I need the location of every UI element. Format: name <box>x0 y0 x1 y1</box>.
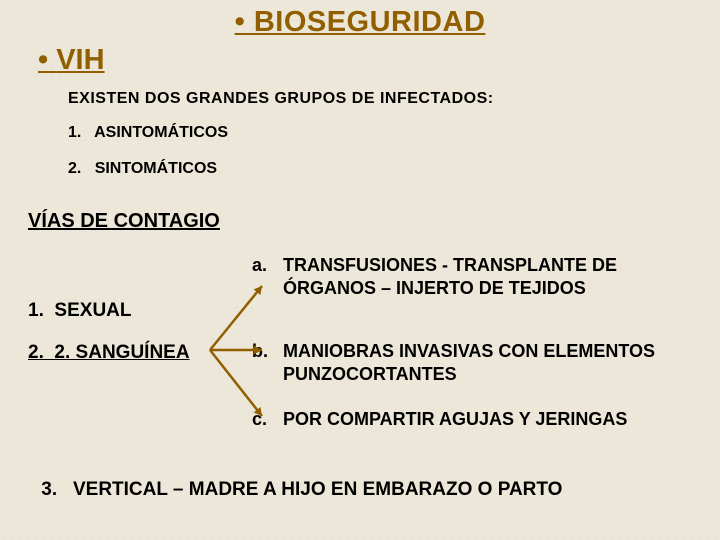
vias-heading: VÍAS DE CONTAGIO <box>28 210 220 233</box>
sub-c-text: POR COMPARTIR AGUJAS Y JERINGAS <box>283 408 683 431</box>
subheading-vih: • VIH <box>38 44 105 77</box>
group-1: 1. ASINTOMÁTICOS <box>68 124 228 142</box>
group-2-marker: 2. <box>68 160 81 177</box>
sub-item-a: a. TRANSFUSIONES - TRANSPLANTE DE ÓRGANO… <box>252 254 692 299</box>
sub-item-c: c. POR COMPARTIR AGUJAS Y JERINGAS <box>252 408 692 431</box>
via-2: 2. 2. SANGUÍNEA <box>28 342 228 364</box>
slide: • BIOSEGURIDAD • VIH EXISTEN DOS GRANDES… <box>0 0 720 540</box>
via-1-text: SEXUAL <box>54 300 131 321</box>
sub-text: VIH <box>56 44 104 76</box>
line-existen: EXISTEN DOS GRANDES GRUPOS DE INFECTADOS… <box>68 90 494 108</box>
slide-title: • BIOSEGURIDAD <box>0 6 720 39</box>
sub-a-text: TRANSFUSIONES - TRANSPLANTE DE ÓRGANOS –… <box>283 254 683 299</box>
title-text: BIOSEGURIDAD <box>254 6 486 38</box>
via-1-marker: 1. <box>28 300 44 321</box>
sub-a-marker: a. <box>252 254 278 277</box>
via-2-marker: 2. <box>28 342 44 363</box>
sub-c-marker: c. <box>252 408 278 431</box>
sub-b-marker: b. <box>252 340 278 363</box>
sub-bullet: • <box>38 44 48 76</box>
title-bullet: • <box>235 6 246 38</box>
group-1-marker: 1. <box>68 124 81 141</box>
via-3-marker: 3. <box>41 479 57 500</box>
via-2-text: 2. SANGUÍNEA <box>54 342 189 363</box>
via-3-text: VERTICAL – MADRE A HIJO EN EMBARAZO O PA… <box>73 479 562 500</box>
sub-item-b: b. MANIOBRAS INVASIVAS CON ELEMENTOS PUN… <box>252 340 692 385</box>
sub-b-text: MANIOBRAS INVASIVAS CON ELEMENTOS PUNZOC… <box>283 340 683 385</box>
group-1-text: ASINTOMÁTICOS <box>94 124 228 141</box>
group-2-text: SINTOMÁTICOS <box>95 160 217 177</box>
group-2: 2. SINTOMÁTICOS <box>68 160 217 178</box>
via-3: 3. VERTICAL – MADRE A HIJO EN EMBARAZO O… <box>36 478 696 502</box>
via-1: 1. SEXUAL <box>28 300 132 322</box>
